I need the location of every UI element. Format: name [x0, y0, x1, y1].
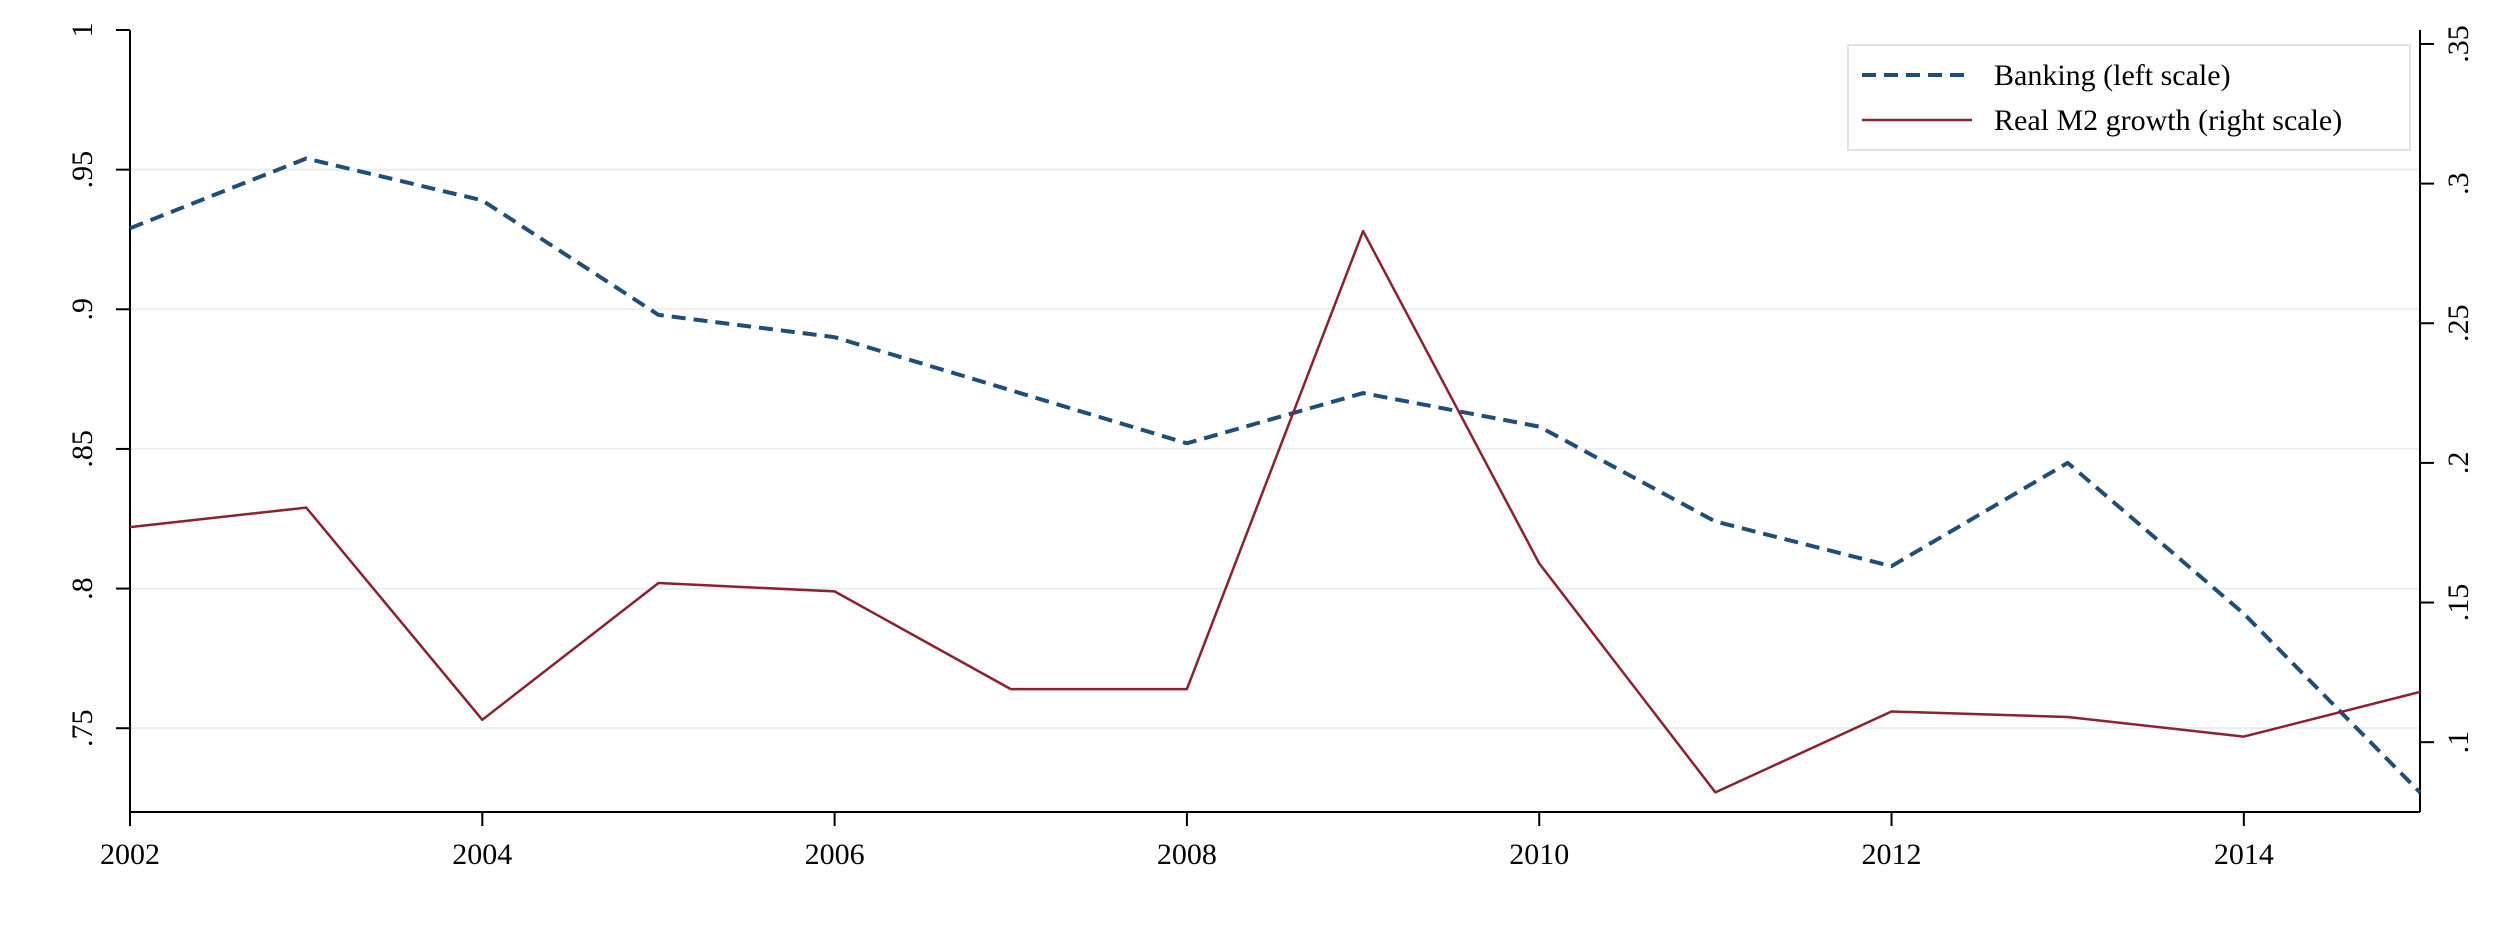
x-tick-label-0: 2002: [100, 838, 160, 871]
right-tick-label-3: .25: [2442, 305, 2475, 343]
left-tick-label-2: .85: [66, 430, 99, 468]
series-line-banking: [129, 156, 2422, 794]
axes: [129, 30, 2421, 813]
legend-box: [1847, 44, 2411, 151]
right-tick-label-2: .2: [2442, 452, 2475, 475]
right-tick-label-1: .15: [2442, 584, 2475, 622]
x-tick-label-4: 2010: [1509, 838, 1569, 871]
left-tick-label-3: .9: [66, 298, 99, 321]
series-line-real-m2-growth: [129, 229, 2421, 794]
x-tick-label-1: 2004: [452, 838, 512, 871]
right-tick-label-4: .3: [2442, 172, 2475, 195]
legend: Banking (left scale) Real M2 growth (rig…: [1847, 44, 2411, 151]
series-lines: [129, 156, 2422, 794]
left-tick-label-5: 1: [66, 23, 99, 38]
right-y-ticks: .1 .15 .2 .25 .3 .35: [2420, 25, 2475, 753]
x-tick-label-3: 2008: [1157, 838, 1217, 871]
right-tick-label-5: .35: [2442, 25, 2475, 63]
x-ticks: 2002 2004 2006 2008 2010 2012 2014: [100, 812, 2274, 871]
left-y-ticks: .75 .8 .85 .9 .95 1: [66, 23, 130, 747]
right-tick-label-0: .1: [2442, 731, 2475, 754]
grid-lines: [130, 168, 2420, 730]
left-tick-label-0: .75: [66, 709, 99, 747]
x-tick-label-5: 2012: [1862, 838, 1922, 871]
left-tick-label-4: .95: [66, 151, 99, 189]
x-tick-label-2: 2006: [805, 838, 865, 871]
x-tick-label-6: 2014: [2214, 838, 2274, 871]
left-tick-label-1: .8: [66, 577, 99, 600]
legend-label-banking: Banking (left scale): [1994, 59, 2231, 92]
legend-label-real-m2-growth: Real M2 growth (right scale): [1994, 104, 2342, 137]
